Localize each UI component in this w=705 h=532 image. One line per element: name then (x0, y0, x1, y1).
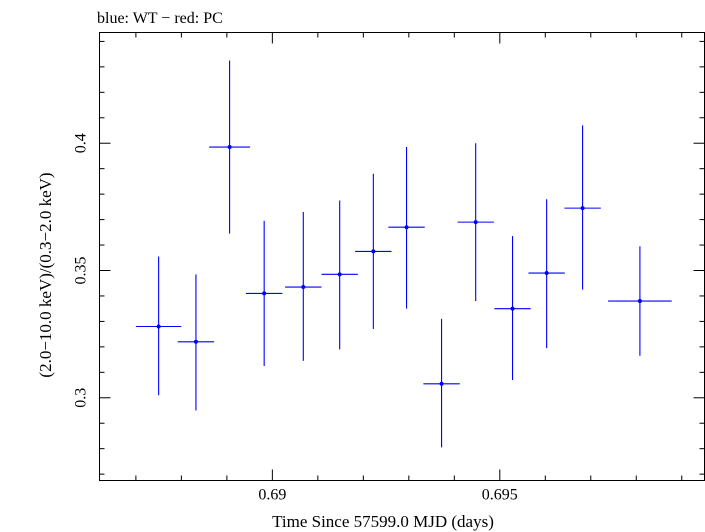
y-tick-label: 0.35 (73, 257, 90, 285)
y-tick-label: 0.4 (73, 133, 90, 153)
data-point (177, 274, 215, 411)
data-marker (544, 271, 549, 276)
data-point (321, 200, 358, 350)
x-tick-label: 0.695 (482, 487, 518, 504)
tick-labels: 0.69 0.695 0.3 0.35 0.4 (73, 133, 518, 503)
data-marker (337, 272, 342, 277)
data-marker (439, 381, 444, 386)
data-point (494, 236, 531, 380)
data-marker (262, 291, 267, 296)
data-marker (510, 306, 515, 311)
data-marker (371, 249, 376, 254)
data-point (388, 147, 425, 309)
data-marker (404, 225, 409, 230)
data-marker (227, 145, 232, 150)
data-point (355, 173, 392, 330)
data-point (528, 199, 565, 349)
data-marker (193, 339, 198, 344)
data-point (135, 256, 182, 396)
axis-ticks (99, 32, 705, 481)
data-points (135, 60, 672, 448)
data-point (564, 125, 601, 290)
data-point (423, 318, 460, 448)
x-tick-label: 0.69 (258, 487, 286, 504)
data-marker (580, 206, 585, 211)
data-marker (473, 220, 478, 225)
data-point (285, 211, 322, 361)
data-marker (156, 324, 161, 329)
data-point (209, 60, 251, 234)
data-marker (637, 299, 642, 304)
y-axis-label: (2.0−10.0 keV)/(0.3−2.0 keV) (36, 172, 55, 377)
x-axis-label: Time Since 57599.0 MJD (days) (272, 512, 494, 531)
plot-frame (99, 32, 705, 481)
data-point (457, 143, 494, 302)
chart-title: blue: WT − red: PC (97, 10, 223, 27)
data-point (608, 246, 672, 356)
y-tick-label: 0.3 (73, 388, 90, 408)
data-marker (301, 285, 306, 290)
data-point (245, 220, 283, 366)
